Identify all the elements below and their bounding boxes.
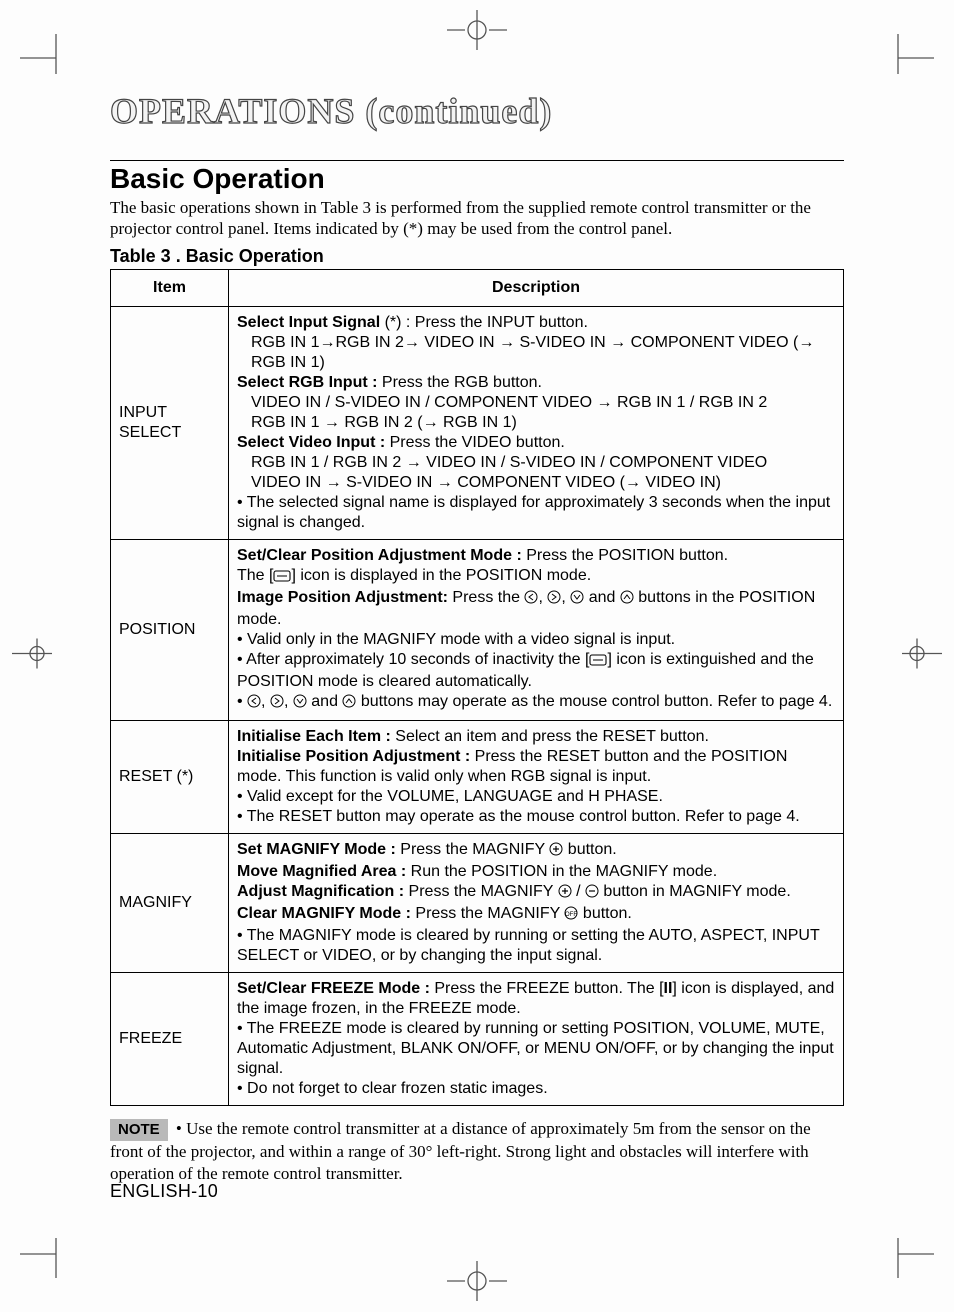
label-text: Select an item and press the RESET butto… [395, 728, 709, 745]
arrow-up-circle-icon [342, 694, 356, 714]
page-footer: ENGLISH-10 [110, 1181, 218, 1202]
item-cell-magnify: MAGNIFY [111, 833, 229, 972]
off-circle-icon: OFF [564, 906, 578, 926]
label-bold: Select RGB Input : [237, 374, 382, 391]
label-bold: Select Input Signal [237, 314, 385, 331]
label-text: Press the INPUT button. [415, 314, 588, 331]
label-bold: Initialise Position Adjustment : [237, 748, 475, 765]
table-header-row: Item Description [111, 269, 844, 306]
position-mode-icon [589, 652, 607, 672]
label-text: • After approximately 10 seconds of inac… [237, 651, 589, 668]
label-bold: Set MAGNIFY Mode : [237, 841, 400, 858]
label-text: button. [563, 841, 616, 858]
label-text: and [589, 589, 620, 606]
desc-cell-position: Set/Clear Position Adjustment Mode : Pre… [229, 539, 844, 720]
basic-operation-table: Item Description INPUT SELECT Select Inp… [110, 269, 844, 1106]
desc-cell-magnify: Set MAGNIFY Mode : Press the MAGNIFY but… [229, 833, 844, 972]
table-caption: Table 3 . Basic Operation [110, 246, 844, 267]
label-text: Press the VIDEO button. [390, 434, 565, 451]
item-cell-reset: RESET (*) [111, 720, 229, 833]
label-text: Press the MAGNIFY [415, 905, 564, 922]
note-badge: NOTE [110, 1119, 168, 1142]
label-bold: Adjust Magnification : [237, 883, 409, 900]
minus-circle-icon [585, 884, 599, 904]
bullet-text: • The selected signal name is displayed … [237, 494, 830, 531]
desc-cell-freeze: Set/Clear FREEZE Mode : Press the FREEZE… [229, 972, 844, 1105]
desc-cell-input-select: Select Input Signal (*) : Press the INPU… [229, 306, 844, 539]
indent-text: VIDEO IN → S-VIDEO IN → COMPONENT VIDEO … [237, 473, 835, 493]
crop-mark-br [884, 1238, 934, 1278]
note-block: NOTE • Use the remote control transmitte… [110, 1118, 844, 1184]
arrow-down-circle-icon [293, 694, 307, 714]
label-bold: Select Video Input : [237, 434, 390, 451]
crop-mark-tl [20, 34, 70, 74]
desc-cell-reset: Initialise Each Item : Select an item an… [229, 720, 844, 833]
svg-text:OFF: OFF [565, 912, 577, 918]
label-text: The [ [237, 567, 273, 584]
indent-text: RGB IN 1 → RGB IN 2 (→ RGB IN 1) [237, 413, 835, 433]
bullet-text: • Valid except for the VOLUME, LANGUAGE … [237, 788, 663, 805]
bullet-text: • The FREEZE mode is cleared by running … [237, 1020, 834, 1077]
label-text: (*) : [385, 314, 415, 331]
registration-mark-top [447, 8, 507, 57]
arrow-left-circle-icon [524, 590, 538, 610]
arrow-right-circle-icon [547, 590, 561, 610]
label-text: • [237, 693, 247, 710]
intro-paragraph: The basic operations shown in Table 3 is… [110, 197, 844, 240]
label-text: and [311, 693, 342, 710]
label-text: Press the MAGNIFY [409, 883, 558, 900]
chapter-title: OPERATIONS (continued) [110, 90, 844, 132]
registration-mark-right [902, 639, 942, 674]
label-text: Press the POSITION button. [526, 547, 728, 564]
label-text: ] icon is displayed in the POSITION mode… [291, 567, 591, 584]
table-row: POSITION Set/Clear Position Adjustment M… [111, 539, 844, 720]
label-bold: Move Magnified Area : [237, 863, 411, 880]
item-cell-position: POSITION [111, 539, 229, 720]
arrow-down-circle-icon [570, 590, 584, 610]
label-bold: Initialise Each Item : [237, 728, 395, 745]
document-page: OPERATIONS (continued) Basic Operation T… [0, 0, 954, 1312]
item-cell-freeze: FREEZE [111, 972, 229, 1105]
table-row: FREEZE Set/Clear FREEZE Mode : Press the… [111, 972, 844, 1105]
arrow-up-circle-icon [620, 590, 634, 610]
crop-mark-bl [20, 1238, 70, 1278]
position-mode-icon [273, 568, 291, 588]
bullet-text: • Valid only in the MAGNIFY mode with a … [237, 631, 675, 648]
note-text: • Use the remote control transmitter at … [110, 1119, 811, 1183]
indent-text: VIDEO IN / S-VIDEO IN / COMPONENT VIDEO … [237, 393, 835, 413]
label-text: Press the RGB button. [382, 374, 542, 391]
label-text: button. [578, 905, 631, 922]
section-divider [110, 160, 844, 161]
table-row: RESET (*) Initialise Each Item : Select … [111, 720, 844, 833]
label-text: Run the POSITION in the MAGNIFY mode. [411, 863, 717, 880]
col-header-description: Description [229, 269, 844, 306]
item-cell-input-select: INPUT SELECT [111, 306, 229, 539]
arrow-left-circle-icon [247, 694, 261, 714]
col-header-item: Item [111, 269, 229, 306]
bullet-text: • Do not forget to clear frozen static i… [237, 1080, 548, 1097]
label-text: buttons may operate as the mouse control… [361, 693, 832, 710]
label-text: button in MAGNIFY mode. [599, 883, 791, 900]
table-row: INPUT SELECT Select Input Signal (*) : P… [111, 306, 844, 539]
label-bold: Set/Clear FREEZE Mode : [237, 980, 434, 997]
table-row: MAGNIFY Set MAGNIFY Mode : Press the MAG… [111, 833, 844, 972]
bullet-text: • The MAGNIFY mode is cleared by running… [237, 927, 819, 964]
registration-mark-bottom [447, 1259, 507, 1308]
indent-text: RGB IN 1→RGB IN 2→ VIDEO IN → S-VIDEO IN… [237, 333, 835, 373]
label-text: Press the FREEZE button. The [ [434, 980, 663, 997]
plus-circle-icon [549, 842, 563, 862]
label-bold: Image Position Adjustment: [237, 589, 452, 606]
label-bold: Set/Clear Position Adjustment Mode : [237, 547, 526, 564]
indent-text: RGB IN 1 / RGB IN 2 → VIDEO IN / S-VIDEO… [237, 453, 835, 473]
label-text: / [572, 883, 585, 900]
label-bold: Clear MAGNIFY Mode : [237, 905, 415, 922]
label-text: Press the [452, 589, 524, 606]
section-title: Basic Operation [110, 163, 844, 195]
arrow-right-circle-icon [270, 694, 284, 714]
label-text: Press the MAGNIFY [400, 841, 549, 858]
bullet-text: • The RESET button may operate as the mo… [237, 808, 800, 825]
crop-mark-tr [884, 34, 934, 74]
plus-circle-icon [558, 884, 572, 904]
registration-mark-left [12, 639, 52, 674]
